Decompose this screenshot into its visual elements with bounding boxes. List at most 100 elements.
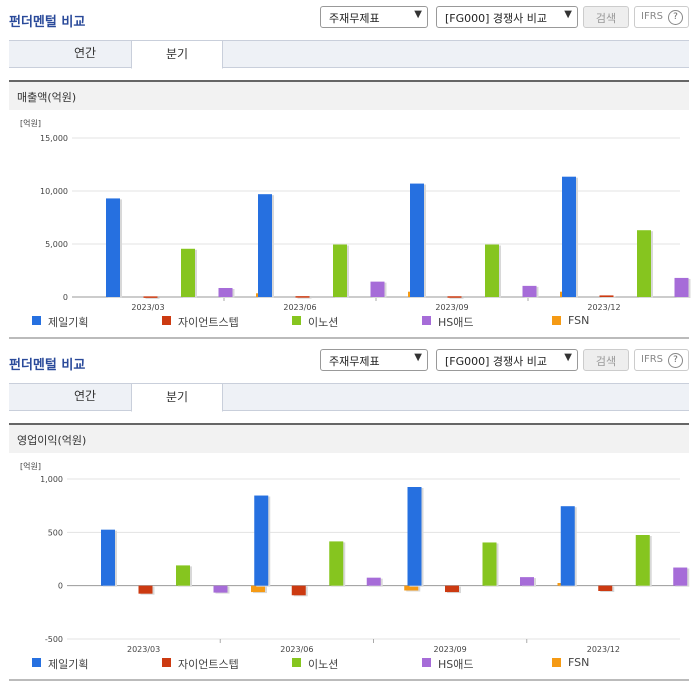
chevron-down-icon: ▼ <box>564 9 572 20</box>
chart-legend: 제일기획 자이언트스텝 이노션 HS애드 FSN <box>30 314 680 330</box>
y-tick-label: 0 <box>63 293 68 302</box>
bar <box>522 285 537 297</box>
bar-shadow <box>601 296 616 298</box>
y-tick-label: 10,000 <box>40 187 68 196</box>
section-title: 펀더멘털 비교 <box>9 15 86 30</box>
ifrs-label: IFRS <box>641 11 663 22</box>
legend-swatch <box>292 316 301 325</box>
bar <box>213 585 228 593</box>
divider <box>9 337 689 339</box>
tab-annual[interactable]: 연간 <box>73 46 97 60</box>
search-button[interactable]: 검색 <box>583 6 629 28</box>
bar <box>291 585 306 596</box>
legend-label: 자이언트스텝 <box>178 316 239 329</box>
bar <box>254 495 269 586</box>
bar <box>138 585 153 594</box>
bar <box>370 281 385 297</box>
bar <box>333 244 347 297</box>
unit-label: [억원] <box>20 119 41 128</box>
x-tick-label: 2023/03 <box>127 645 160 654</box>
bar <box>366 577 381 586</box>
x-tick-label: 2023/06 <box>280 645 313 654</box>
bar <box>143 296 158 298</box>
bar <box>176 565 190 586</box>
legend-swatch <box>32 658 41 667</box>
legend-label: FSN <box>568 314 590 327</box>
bar <box>404 585 419 591</box>
help-icon[interactable]: ? <box>668 353 683 368</box>
tab-quarterly[interactable]: 분기 <box>131 40 223 69</box>
bar <box>407 487 422 586</box>
section-title: 펀더멘털 비교 <box>9 358 86 373</box>
peer-select[interactable]: [FG000] 경쟁사 비교 ▼ <box>436 6 578 28</box>
statement-select[interactable]: 주재무제표 ▼ <box>320 349 428 371</box>
statement-select[interactable]: 주재무제표 ▼ <box>320 6 428 28</box>
legend-label: 제일기획 <box>48 658 89 671</box>
bar <box>181 248 195 297</box>
peer-select-value: [FG000] 경쟁사 비교 <box>445 12 548 25</box>
tab-quarterly[interactable]: 분기 <box>131 383 223 412</box>
legend-swatch <box>32 316 41 325</box>
bar <box>251 585 265 593</box>
period-tabs: 연간 분기 <box>9 40 689 69</box>
x-tick-label: 2023/09 <box>435 303 468 312</box>
bar <box>599 295 614 297</box>
statement-select-value: 주재무제표 <box>329 355 380 368</box>
ifrs-button[interactable]: IFRS? <box>634 6 689 28</box>
bar <box>258 194 272 297</box>
bar-shadow <box>145 297 160 299</box>
tab-annual[interactable]: 연간 <box>73 389 97 403</box>
legend-label: 자이언트스텝 <box>178 658 239 671</box>
y-tick-label: -500 <box>45 635 63 644</box>
legend-swatch <box>552 316 561 325</box>
panel-title: 영업이익(억원) <box>9 423 689 453</box>
bar <box>447 296 462 298</box>
bar <box>101 529 115 586</box>
chevron-down-icon: ▼ <box>414 352 422 363</box>
bar <box>329 541 344 586</box>
bar <box>106 198 120 297</box>
peer-select[interactable]: [FG000] 경쟁사 비교 ▼ <box>436 349 578 371</box>
help-icon[interactable]: ? <box>668 10 683 25</box>
bar-shadow <box>449 297 464 299</box>
legend-swatch <box>162 658 171 667</box>
legend-swatch <box>162 316 171 325</box>
bar <box>673 567 688 586</box>
legend-swatch <box>552 658 561 667</box>
bar <box>295 296 310 298</box>
operating-profit-chart: -500 0 500 1,000 2023/03 2023/06 2023/09 2023/1… <box>40 475 690 654</box>
chevron-down-icon: ▼ <box>564 352 572 363</box>
legend-label: HS애드 <box>438 658 474 671</box>
bar <box>410 183 424 297</box>
bar <box>562 176 576 297</box>
bar <box>482 542 497 586</box>
revenue-chart: 0 5,000 10,000 15,000 2023/03 2023/06 2023/09 2… <box>40 134 691 312</box>
search-button[interactable]: 검색 <box>583 349 629 371</box>
peer-select-value: [FG000] 경쟁사 비교 <box>445 355 548 368</box>
section-header: 펀더멘털 비교 주재무제표 ▼ [FG000] 경쟁사 비교 ▼ 검색 IFRS? <box>0 0 696 30</box>
x-tick-label: 2023/12 <box>587 303 620 312</box>
x-tick-label: 2023/06 <box>283 303 316 312</box>
y-tick-label: 15,000 <box>40 134 68 143</box>
statement-select-value: 주재무제표 <box>329 12 380 25</box>
bar <box>560 506 575 586</box>
legend-swatch <box>422 658 431 667</box>
bar <box>674 277 689 297</box>
y-tick-label: 1,000 <box>40 475 63 484</box>
legend-label: FSN <box>568 656 590 669</box>
ifrs-label: IFRS <box>641 354 663 365</box>
x-tick-label: 2023/03 <box>131 303 164 312</box>
legend-swatch <box>422 316 431 325</box>
ifrs-button[interactable]: IFRS? <box>634 349 689 371</box>
bar <box>485 244 499 297</box>
bar <box>520 577 534 586</box>
chart-legend: 제일기획 자이언트스텝 이노션 HS애드 FSN <box>30 656 680 672</box>
legend-swatch <box>292 658 301 667</box>
legend-label: 이노션 <box>308 316 339 329</box>
unit-label: [억원] <box>20 462 41 471</box>
legend-label: HS애드 <box>438 316 474 329</box>
legend-label: 제일기획 <box>48 316 89 329</box>
bar-shadow <box>297 297 312 299</box>
bar <box>445 585 459 593</box>
divider <box>9 679 689 681</box>
